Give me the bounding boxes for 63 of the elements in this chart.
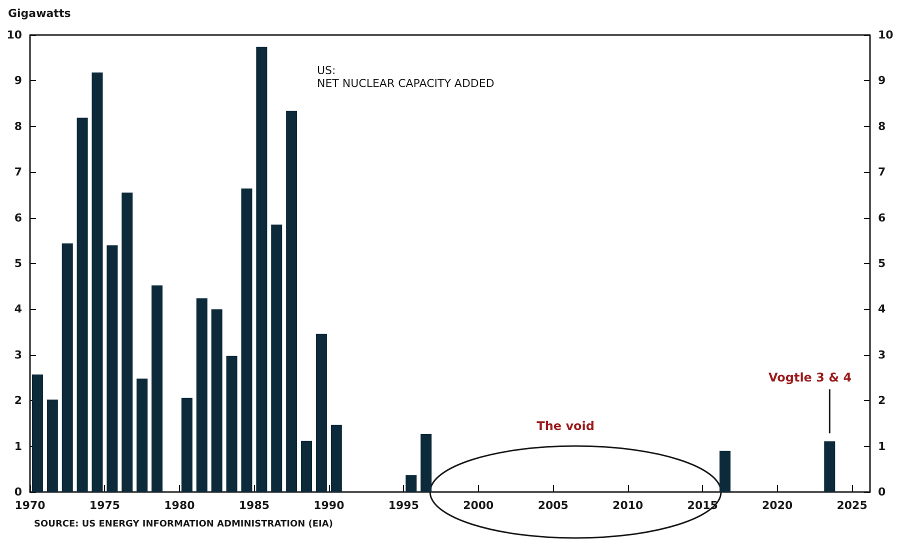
y-tick-label: 9 bbox=[14, 74, 22, 88]
y2-tick-label: 4 bbox=[878, 302, 886, 316]
bar bbox=[720, 450, 731, 492]
x-tick-label: 1975 bbox=[89, 499, 120, 512]
y2-tick-label: 1 bbox=[878, 440, 886, 453]
x-tick-label: 1985 bbox=[238, 499, 270, 512]
bar bbox=[136, 378, 148, 492]
x-tick-label: 2000 bbox=[463, 499, 494, 512]
bar bbox=[62, 243, 73, 492]
x-tick-label: 1990 bbox=[314, 499, 345, 512]
bar bbox=[106, 245, 118, 492]
y-tick-label: 7 bbox=[14, 166, 22, 179]
y2-tick-label: 9 bbox=[878, 74, 886, 88]
source-note: SOURCE: US ENERGY INFORMATION ADMINISTRATION (EIA) bbox=[34, 520, 333, 530]
bar bbox=[181, 398, 192, 492]
y-axis-title: Gigawatts bbox=[8, 7, 72, 20]
y2-tick-label: 5 bbox=[878, 257, 886, 270]
y-tick-label: 4 bbox=[14, 302, 22, 316]
bar bbox=[316, 334, 327, 492]
bar bbox=[32, 374, 43, 492]
bar bbox=[286, 110, 298, 492]
y2-tick-label: 10 bbox=[878, 28, 894, 42]
y2-tick-label: 0 bbox=[878, 486, 886, 498]
x-tick-label: 2005 bbox=[538, 499, 568, 512]
x-tick-label: 1970 bbox=[14, 499, 46, 512]
y2-tick-label: 6 bbox=[878, 211, 886, 224]
y-tick-label: 0 bbox=[14, 486, 22, 498]
text: US: bbox=[317, 64, 336, 77]
text: NET NUCLEAR CAPACITY ADDED bbox=[317, 77, 494, 90]
bar bbox=[420, 434, 432, 492]
y-tick-label: 8 bbox=[14, 120, 22, 133]
y2-tick-label: 3 bbox=[878, 348, 886, 362]
x-tick-label: 2020 bbox=[762, 499, 793, 512]
bar bbox=[241, 188, 252, 492]
y2-tick-label: 7 bbox=[878, 166, 886, 179]
annotation: The void bbox=[536, 419, 594, 433]
x-tick-label: 1980 bbox=[164, 499, 196, 512]
bar bbox=[76, 118, 88, 492]
y-tick-label: 5 bbox=[14, 257, 22, 270]
bar bbox=[256, 46, 268, 492]
bar bbox=[226, 356, 238, 492]
bar bbox=[152, 285, 163, 492]
bar bbox=[211, 309, 222, 492]
annotation: Vogtle 3 & 4 bbox=[768, 370, 852, 384]
x-tick-label: 1995 bbox=[388, 499, 419, 512]
y-tick-label: 1 bbox=[14, 440, 22, 453]
bar bbox=[46, 400, 58, 492]
y-tick-label: 10 bbox=[6, 28, 22, 42]
y2-tick-label: 2 bbox=[878, 394, 886, 408]
y-tick-label: 3 bbox=[14, 348, 22, 362]
bar bbox=[92, 72, 103, 492]
bar bbox=[330, 424, 342, 492]
x-tick-label: 2010 bbox=[612, 499, 644, 512]
bar bbox=[196, 298, 208, 492]
bar bbox=[301, 440, 312, 492]
bar bbox=[406, 475, 417, 492]
bar bbox=[122, 192, 133, 492]
y-tick-label: 6 bbox=[14, 211, 22, 224]
y2-tick-label: 8 bbox=[878, 120, 886, 133]
bar bbox=[824, 441, 836, 492]
x-tick-label: 2025 bbox=[836, 499, 868, 512]
y-tick-label: 2 bbox=[14, 394, 22, 408]
bar bbox=[271, 224, 282, 492]
